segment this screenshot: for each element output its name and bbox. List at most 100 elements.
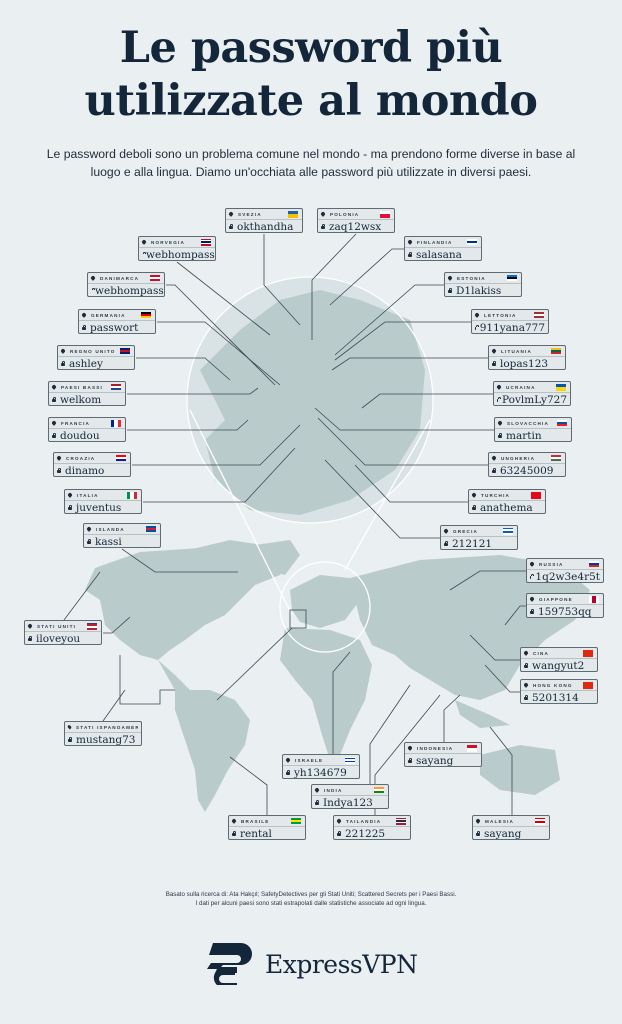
card-header: MALESIA [473,816,549,827]
card-header: ISRAELE [283,755,359,766]
card-header: CROAZIA [54,453,130,464]
country-name: LETTONIA [484,312,517,318]
flag-icon [589,595,599,603]
flag-icon [507,274,517,282]
flag-icon [127,491,137,499]
flag-icon [201,238,211,246]
password-row: wangyut2 [521,659,597,673]
lock-icon [232,830,236,836]
card-header: RUSSIA [527,559,603,570]
password-row: rental [229,827,305,841]
lock-icon [524,694,528,700]
country-name: REGNO UNITO [70,348,116,354]
map-pin-icon [231,818,237,824]
country-card-danimarca: DANIMARCA webhompass [87,272,165,297]
country-card-estonia: ESTONIA D1lakiss [444,272,522,297]
password-text: zaq12wsx [329,221,382,233]
lock-icon [61,360,65,366]
card-header: SLOVACCHIA [495,418,571,429]
lock-icon [498,432,502,438]
flag-icon [503,527,513,535]
map-pin-icon [336,818,342,824]
card-header: STATI UNITI [25,621,101,632]
map-pin-icon [474,312,480,318]
country-card-svezia: SVEZIA okthandha [225,208,303,233]
country-name: TAILANDIA [346,818,382,824]
zoom-outline [186,276,434,653]
card-header: PAESI BASSI [49,382,125,393]
password-row: dinamo [54,464,130,478]
country-card-malesia: MALESIA sayang [472,815,550,840]
country-name: INDIA [324,787,343,793]
lock-icon [286,769,290,775]
card-header: NORVEGIA [139,237,215,248]
map-pin-icon [443,528,449,534]
expressvpn-logo-icon [207,943,252,985]
flag-icon [150,274,160,282]
password-text: 911yana777 [479,322,545,334]
lock-icon [472,504,476,510]
flag-icon [87,622,97,630]
country-card-cina: CINA wangyut2 [520,647,598,672]
country-card-hong-kong: HONG KONG 5201314 [520,679,598,704]
map-pin-icon [228,211,234,217]
password-text: welkom [60,394,102,406]
country-name: CINA [533,650,550,656]
password-row: sayang [473,827,549,841]
map-pin-icon [407,239,413,245]
lock-icon [52,432,56,438]
password-text: 212121 [452,538,493,550]
country-card-brasile: BRASILE rental [228,815,306,840]
card-header: ITALIA [65,490,141,501]
map-pin-icon [529,561,535,567]
flag-icon [583,681,593,689]
country-card-israele: ISRAELE yh134679 [282,754,360,779]
lock-icon [68,504,72,510]
password-row: anathema [469,501,545,515]
country-card-finlandia: FINLANDIA salasana [404,236,482,261]
country-card-grecia: GRECIA 212121 [440,525,518,550]
title-line-2: utilizzate al mondo [84,76,538,126]
password-row: 212121 [441,537,517,551]
password-row: salasana [405,248,481,262]
country-card-polonia: POLONIA zaq12wsx [317,208,395,233]
country-name: SLOVACCHIA [507,420,550,426]
country-name: POLONIA [330,211,360,217]
country-name: DANIMARCA [100,275,140,281]
password-row: lopas123 [489,357,565,371]
password-text: salasana [416,249,462,261]
lock-icon [530,573,535,579]
flag-icon [551,454,561,462]
map-pin-icon [447,275,453,281]
expressvpn-logo[interactable]: ExpressVPN [203,943,418,985]
lock-icon [52,396,56,402]
flag-icon [291,817,301,825]
map-pin-icon [523,650,529,656]
lock-icon [229,223,233,229]
password-row: webhompass [88,284,164,298]
map-pin-icon [407,745,413,751]
password-row: yh134679 [283,766,359,780]
map-pin-icon [491,455,497,461]
card-header: GRECIA [441,526,517,537]
password-text: dinamo [65,465,105,477]
password-row: iloveyou [25,632,101,646]
password-text: sayang [416,755,454,767]
password-text: Indya123 [323,797,373,809]
map-pin-icon [314,787,320,793]
password-row: 1q2w3e4r5t [527,570,603,584]
map-pin-icon [320,211,326,217]
lock-icon [87,538,91,544]
password-text: 159753qq [538,606,592,618]
country-card-indonesia: INDONESIA sayang [404,742,482,767]
lock-icon [68,736,72,742]
flag-icon [467,744,477,752]
country-name: FRANCIA [61,420,91,426]
country-card-francia: FRANCIA doudou [48,417,126,442]
map-pin-icon [51,384,57,390]
card-header: UNGHERIA [489,453,565,464]
country-name: CROAZIA [66,455,96,461]
country-name: BRASILE [241,818,270,824]
password-text: juventus [76,502,122,514]
